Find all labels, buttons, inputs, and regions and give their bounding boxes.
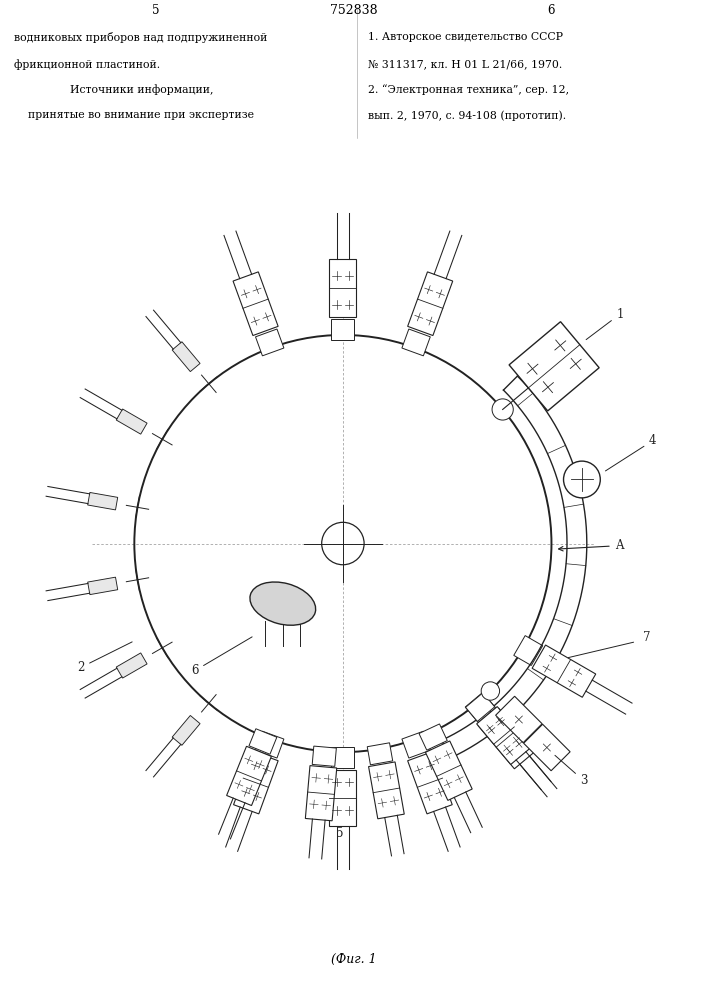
Polygon shape: [233, 272, 278, 336]
Text: 6: 6: [548, 4, 555, 17]
Polygon shape: [465, 692, 496, 723]
Polygon shape: [477, 707, 532, 764]
Text: A: A: [559, 539, 623, 552]
Polygon shape: [249, 729, 277, 754]
Polygon shape: [402, 731, 431, 758]
Text: принятые во внимание при экспертизе: принятые во внимание при экспертизе: [28, 110, 255, 120]
Polygon shape: [255, 329, 284, 356]
Text: № 311317, кл. Н 01 L 21/66, 1970.: № 311317, кл. Н 01 L 21/66, 1970.: [368, 59, 562, 69]
Polygon shape: [329, 259, 356, 317]
Polygon shape: [367, 743, 392, 765]
Text: 1: 1: [586, 308, 624, 340]
Text: (Фиг. 1: (Фиг. 1: [331, 953, 376, 966]
Text: 4: 4: [605, 434, 657, 471]
Text: Источники информации,: Источники информации,: [42, 84, 214, 95]
Polygon shape: [532, 645, 596, 697]
Polygon shape: [227, 746, 271, 806]
Polygon shape: [172, 342, 200, 372]
Polygon shape: [419, 724, 448, 750]
Polygon shape: [509, 322, 599, 411]
Polygon shape: [332, 319, 354, 340]
Polygon shape: [496, 696, 542, 743]
Text: 752838: 752838: [329, 4, 378, 17]
Text: 2: 2: [77, 642, 132, 674]
Circle shape: [492, 399, 513, 420]
Polygon shape: [116, 653, 147, 678]
Ellipse shape: [250, 582, 315, 625]
Polygon shape: [408, 752, 452, 814]
Text: 7: 7: [643, 631, 651, 644]
Polygon shape: [466, 693, 495, 721]
Polygon shape: [478, 708, 535, 769]
Text: фрикционной пластиной.: фрикционной пластиной.: [14, 59, 160, 70]
Polygon shape: [255, 731, 284, 758]
Text: водниковых приборов над подпружиненной: водниковых приборов над подпружиненной: [14, 32, 267, 43]
Text: вып. 2, 1970, с. 94-108 (прототип).: вып. 2, 1970, с. 94-108 (прототип).: [368, 110, 566, 121]
Polygon shape: [116, 409, 147, 434]
Text: 1. Авторское свидетельство СССР: 1. Авторское свидетельство СССР: [368, 32, 563, 42]
Polygon shape: [233, 752, 278, 814]
Text: 3: 3: [555, 755, 588, 787]
Polygon shape: [88, 492, 118, 510]
Polygon shape: [88, 577, 118, 595]
Polygon shape: [514, 636, 543, 665]
Polygon shape: [402, 329, 431, 356]
Circle shape: [563, 461, 600, 498]
Polygon shape: [329, 770, 356, 826]
Polygon shape: [426, 741, 472, 800]
Polygon shape: [524, 724, 570, 771]
Polygon shape: [332, 747, 354, 768]
Text: 5: 5: [152, 4, 159, 17]
Circle shape: [481, 682, 500, 700]
Text: 5: 5: [336, 827, 344, 840]
Polygon shape: [305, 766, 337, 821]
Text: 2. “Электронная техника”, сер. 12,: 2. “Электронная техника”, сер. 12,: [368, 84, 568, 95]
Polygon shape: [312, 746, 337, 766]
Polygon shape: [368, 762, 404, 819]
Text: 6: 6: [191, 637, 252, 677]
Polygon shape: [172, 715, 200, 745]
Polygon shape: [408, 272, 452, 336]
